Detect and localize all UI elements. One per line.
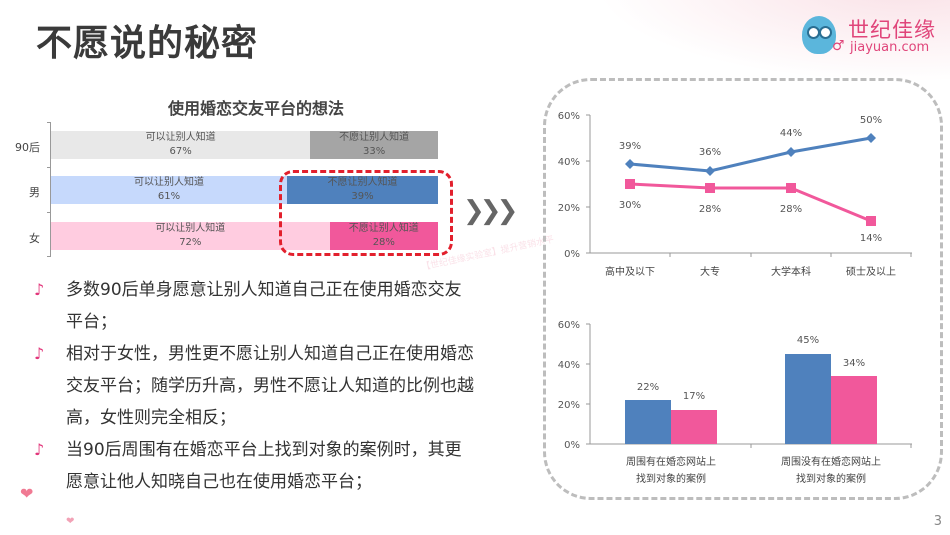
- stacked-bar-male: 可以让别人知道 61% 不愿让别人知道 39%: [51, 176, 438, 204]
- bullet-text: 高，女性则完全相反；: [66, 408, 236, 428]
- bullet-text: 相对于女性，男性更不愿让别人知道自己正在使用婚恋: [66, 344, 474, 364]
- x-tick: 大学本科: [771, 265, 811, 278]
- bullet-text: 平台；: [66, 312, 117, 332]
- y-tick: 0%: [564, 249, 580, 260]
- data-label: 22%: [637, 382, 659, 393]
- bar-segment-yes: 可以让别人知道 61%: [51, 176, 288, 204]
- row-label-90s: 90后: [15, 141, 40, 154]
- y-tick: 40%: [558, 360, 580, 371]
- segment-value: 39%: [351, 191, 374, 202]
- page-number: 3: [933, 514, 942, 529]
- row-label-female: 女: [29, 232, 40, 245]
- stacked-bar-90s: 可以让别人知道 67% 不愿让别人知道 33%: [51, 131, 438, 159]
- data-label: 44%: [780, 128, 802, 139]
- segment-label: 不愿让别人知道: [339, 132, 410, 143]
- x-tick: 高中及以下: [605, 265, 655, 278]
- y-tick: 60%: [558, 320, 580, 331]
- clustered-bar-chart: 60% 40% 20% 0% 22% 17% 45% 34% 周围有在婚恋网站上…: [558, 320, 912, 485]
- y-tick: 20%: [558, 400, 580, 411]
- logo-text-en: jiayuan.com: [850, 40, 930, 55]
- bar-group2-male: [785, 354, 831, 444]
- data-label: 17%: [683, 391, 705, 402]
- bullet-text: 愿意让他人知晓自己也在使用婚恋平台；: [66, 472, 372, 492]
- y-tick: 0%: [564, 440, 580, 451]
- bar-segment-no: 不愿让别人知道 33%: [310, 131, 438, 159]
- segment-label: 可以让别人知道: [134, 177, 205, 188]
- male-line: [629, 136, 872, 173]
- segment-value: 61%: [157, 191, 181, 202]
- bullet-item: ♪ 当90后周围有在婚恋平台上找到对象的案例时，其更 愿意让他人知晓自己也在使用…: [34, 434, 514, 498]
- data-label: 34%: [843, 358, 865, 369]
- female-line: [629, 182, 872, 223]
- music-note-icon: ♪: [34, 440, 45, 459]
- bullet-item: ♪ 相对于女性，男性更不愿让别人知道自己正在使用婚恋 交友平台；随学历升高，男性…: [34, 338, 514, 434]
- segment-label: 可以让别人知道: [145, 132, 216, 143]
- music-note-icon: ♪: [34, 344, 45, 363]
- highlight-dashed-box: [279, 170, 453, 256]
- y-tick: 60%: [558, 111, 580, 122]
- segment-value: 33%: [363, 146, 386, 157]
- data-label: 28%: [780, 204, 802, 215]
- bird-mascot-icon: [802, 16, 836, 54]
- segment-value: 72%: [179, 237, 202, 248]
- data-label: 14%: [860, 233, 882, 244]
- x-tick: 找到对象的案例: [796, 472, 866, 485]
- bar-segment-no: 不愿让别人知道 28%: [329, 222, 438, 250]
- heart-icon: ❤: [20, 484, 34, 503]
- logo-text-cn: 世纪佳缘: [848, 18, 936, 42]
- stacked-bar-axis: [47, 122, 52, 257]
- data-label: 50%: [860, 115, 882, 126]
- music-note-icon: ♪: [34, 280, 45, 299]
- bullet-text: 当90后周围有在婚恋平台上找到对象的案例时，其更: [66, 440, 462, 460]
- page-title: 不愿说的秘密: [36, 23, 259, 64]
- bar-segment-yes: 可以让别人知道 67%: [51, 131, 311, 159]
- x-tick: 大专: [700, 265, 720, 278]
- x-tick: 找到对象的案例: [636, 472, 706, 485]
- bar-group1-female: [671, 410, 717, 444]
- x-tick: 周围有在婚恋网站上: [626, 455, 716, 468]
- diamond-markers: [625, 133, 876, 176]
- bullet-text: 多数90后单身愿意让别人知道自己正在使用婚恋交友: [66, 280, 462, 300]
- jiayuan-logo: ♂ 世纪佳缘 jiayuan.com: [802, 12, 942, 58]
- segment-value: 67%: [169, 146, 192, 157]
- bar-group2-female: [831, 376, 877, 444]
- square-markers: [625, 179, 876, 226]
- data-label: 28%: [699, 204, 721, 215]
- segment-value: 28%: [372, 237, 395, 248]
- data-label: 45%: [797, 335, 819, 346]
- data-label: 39%: [619, 141, 641, 152]
- y-tick: 40%: [558, 157, 580, 168]
- data-label: 36%: [699, 147, 721, 158]
- row-label-male: 男: [29, 186, 40, 199]
- line-chart: 60% 40% 20% 0% 高中及以下 大专 大学本科 硕士及以上 39% 3…: [558, 111, 912, 278]
- segment-label: 可以让别人知道: [155, 223, 226, 234]
- segment-label: 不愿让别人知道: [327, 177, 398, 188]
- bar-group1-male: [625, 400, 671, 444]
- x-tick: 周围没有在婚恋网站上: [781, 455, 881, 468]
- bullet-item: ♪ 多数90后单身愿意让别人知道自己正在使用婚恋交友 平台；: [34, 274, 514, 338]
- heart-icon: ❤: [66, 516, 75, 527]
- bullet-text: 交友平台；随学历升高，男性不愿让人知道的比例也越: [66, 376, 474, 396]
- bullet-list: ♪ 多数90后单身愿意让别人知道自己正在使用婚恋交友 平台； ♪ 相对于女性，男…: [34, 274, 514, 498]
- charts-dashed-panel: [543, 78, 943, 500]
- data-label: 30%: [619, 200, 641, 211]
- y-tick: 20%: [558, 203, 580, 214]
- stacked-bar-chart-title: 使用婚恋交友平台的想法: [167, 99, 344, 118]
- x-tick: 硕士及以上: [846, 265, 896, 278]
- gender-symbol-icon: ♂: [832, 38, 845, 54]
- bar-segment-no: 不愿让别人知道 39%: [287, 176, 438, 204]
- segment-label: 不愿让别人知道: [348, 223, 419, 234]
